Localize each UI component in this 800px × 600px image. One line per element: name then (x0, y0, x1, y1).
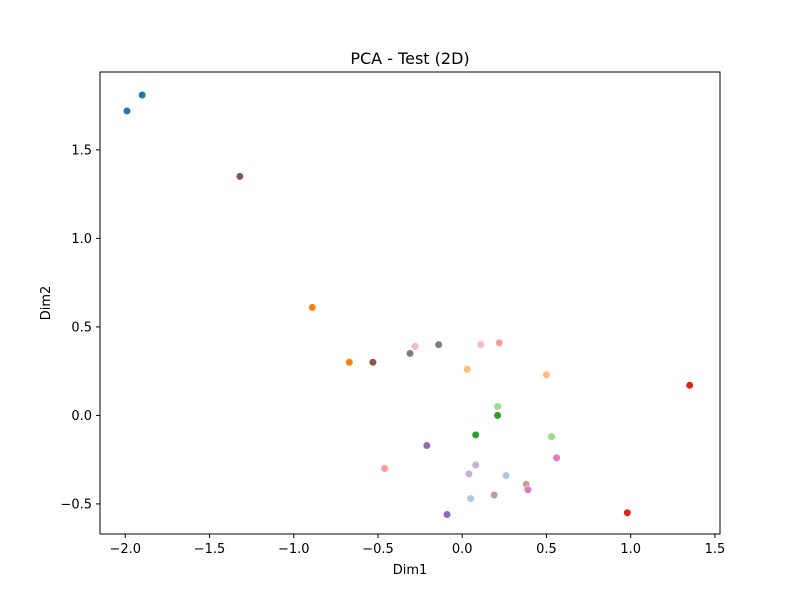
data-point-6 (368, 358, 378, 367)
axes-frame (99, 71, 721, 535)
x-tick-label: 0.5 (536, 542, 557, 557)
data-point-15 (493, 402, 502, 411)
y-tick-label: 1.5 (71, 143, 92, 158)
x-tick-label: −1.5 (194, 542, 226, 557)
x-tick-label: 1.0 (620, 542, 641, 557)
data-point-23 (464, 469, 474, 478)
data-point-22 (471, 460, 480, 470)
data-point-7 (405, 349, 415, 358)
data-point-19 (422, 441, 431, 450)
data-point-21 (380, 464, 389, 473)
data-point-16 (493, 411, 502, 420)
data-point-2 (138, 90, 147, 100)
x-tick-label: −1.0 (278, 542, 310, 557)
y-tick-label: 0.0 (71, 409, 92, 424)
data-point-13 (542, 370, 551, 379)
x-tick-label: −0.5 (362, 542, 394, 557)
data-point-11 (495, 338, 504, 347)
data-point-5 (345, 358, 354, 367)
data-point-17 (471, 430, 480, 439)
data-point-8 (410, 342, 420, 351)
data-point-12 (463, 365, 472, 374)
data-point-3 (235, 172, 244, 181)
y-tick-label: −0.5 (60, 497, 92, 512)
data-point-20 (552, 453, 561, 462)
x-tick-label: −2.0 (109, 542, 141, 557)
y-axis-label: Dim2 (39, 286, 54, 321)
data-point-18 (547, 432, 556, 441)
data-point-1 (122, 106, 132, 116)
data-point-26 (523, 485, 533, 494)
data-point-14 (685, 381, 694, 390)
x-tick-label: 1.5 (705, 542, 726, 557)
plot-area (122, 90, 694, 519)
x-axis: −2.0 −1.5 −1.0 −0.5 0.0 0.5 1.0 1.5 (109, 534, 725, 557)
x-axis-label: Dim1 (393, 563, 428, 578)
y-tick-label: 1.0 (71, 232, 92, 247)
x-tick-label: 0.0 (452, 542, 473, 557)
data-point-9 (434, 340, 443, 349)
data-point-29 (442, 510, 452, 519)
data-point-10 (476, 340, 485, 349)
data-point-24 (501, 471, 511, 480)
data-point-4 (308, 303, 317, 312)
data-point-28 (466, 494, 475, 503)
y-axis: −0.5 0.0 0.5 1.0 1.5 (60, 143, 100, 512)
chart-title: PCA - Test (2D) (350, 49, 469, 68)
data-point-30 (623, 508, 632, 517)
y-tick-label: 0.5 (71, 320, 92, 335)
data-point-27 (490, 490, 499, 500)
